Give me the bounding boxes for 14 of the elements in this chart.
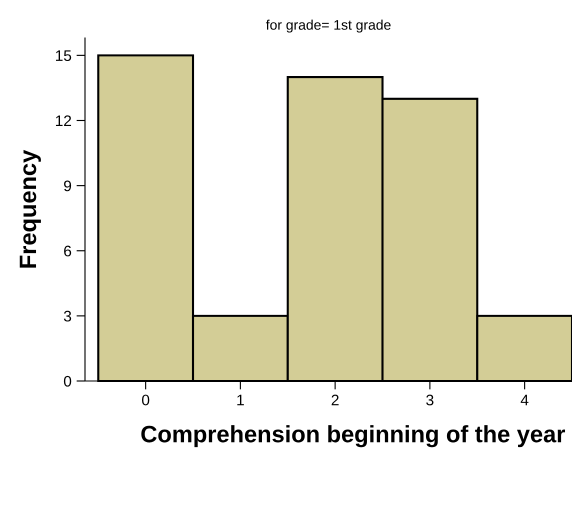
y-tick-label: 9 (64, 180, 72, 192)
x-tick-label: 0 (142, 394, 150, 406)
chart-title: for grade= 1st grade (266, 20, 391, 33)
x-tick-label: 2 (332, 394, 339, 406)
x-tick-label: 4 (520, 394, 528, 406)
y-tick-label: 6 (64, 246, 72, 256)
y-tick-label: 12 (56, 115, 72, 126)
y-tick-label: 0 (64, 376, 72, 387)
y-tick-label: 15 (56, 50, 72, 62)
x-tick-label: 1 (237, 394, 244, 406)
y-tick-label: 3 (64, 310, 72, 322)
x-axis-title: Comprehension beginning of the year (141, 425, 566, 448)
x-tick-label: 3 (426, 394, 434, 406)
y-axis-title: Frequency (20, 150, 41, 268)
